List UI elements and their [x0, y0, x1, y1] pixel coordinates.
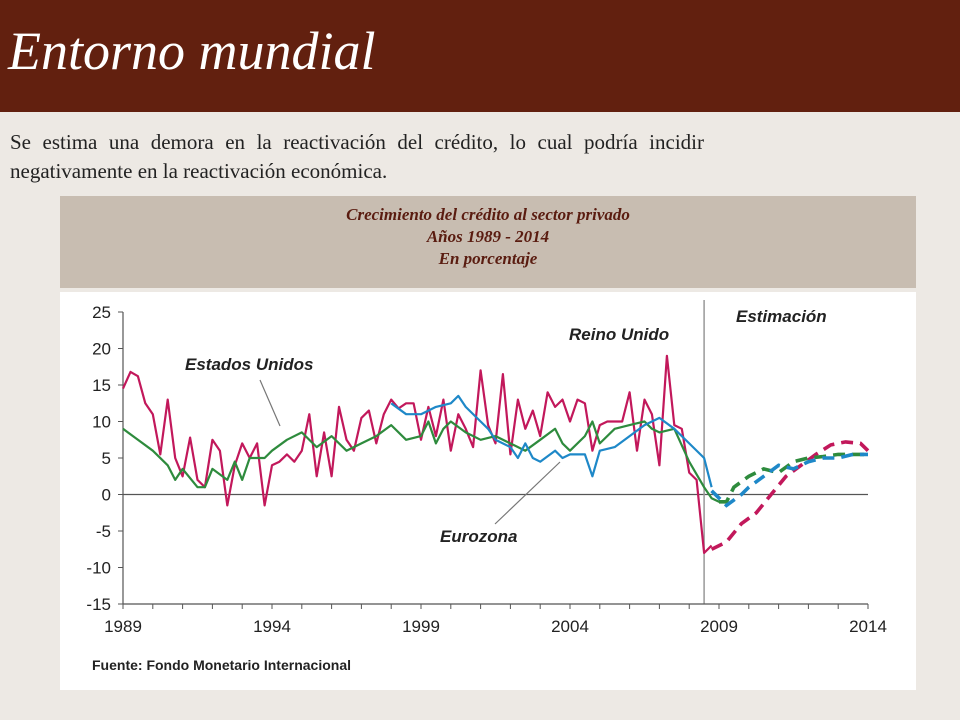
chart-header-line2: Años 1989 - 2014	[426, 227, 550, 246]
chart-header: Crecimiento del crédito al sector privad…	[60, 196, 916, 288]
y-tick-label: -10	[86, 559, 111, 578]
title-bar: Entorno mundial	[0, 0, 960, 112]
annotation-leader-eurozona	[494, 461, 561, 525]
series-line-reino-unido	[121, 354, 713, 554]
chart-panel: 25 20 15 10 5 0 -5 -10 -15 1989 1994 1999 2004 2009 20…	[60, 292, 916, 690]
chart-source: Fuente: Fondo Monetario Internacional	[92, 657, 351, 673]
y-tick-label: 10	[92, 413, 111, 432]
x-tick-label: 2009	[700, 617, 738, 636]
x-tick-label: 1989	[104, 617, 142, 636]
y-tick-label: 0	[102, 486, 111, 505]
annotation-estimacion: Estimación	[736, 307, 827, 326]
series-line-estados-unidos	[122, 420, 727, 503]
annotation-estados-unidos: Estados Unidos	[185, 355, 313, 374]
page-title: Entorno mundial	[8, 21, 376, 81]
y-tick-label: -5	[96, 522, 111, 541]
chart-header-line1: Crecimiento del crédito al sector privad…	[346, 205, 630, 224]
line-chart: 25 20 15 10 5 0 -5 -10 -15 1989 1994 1999 2004 2009 20…	[86, 300, 887, 673]
chart-header-line3: En porcentaje	[438, 249, 538, 268]
forecast-line-reino-unido	[710, 440, 870, 551]
x-tick-label: 2004	[551, 617, 589, 636]
x-tick-label: 2014	[849, 617, 887, 636]
y-tick-label: -15	[86, 595, 111, 614]
y-tick-label: 15	[92, 376, 111, 395]
annotation-reino-unido: Reino Unido	[569, 325, 669, 344]
y-tick-label: 25	[92, 303, 111, 322]
page-subtitle: Se estima una demora en la reactivación …	[10, 130, 704, 183]
forecast-line-estados-unidos	[719, 452, 868, 504]
y-tick-label: 20	[92, 340, 111, 359]
x-tick-label: 1994	[253, 617, 291, 636]
x-tick-label: 1999	[402, 617, 440, 636]
annotation-leader-estados-unidos	[259, 379, 281, 427]
series-line-eurozona	[390, 394, 713, 488]
y-tick-label: 5	[102, 449, 111, 468]
forecast-line-eurozona	[710, 452, 868, 508]
annotation-eurozona: Eurozona	[440, 527, 517, 546]
